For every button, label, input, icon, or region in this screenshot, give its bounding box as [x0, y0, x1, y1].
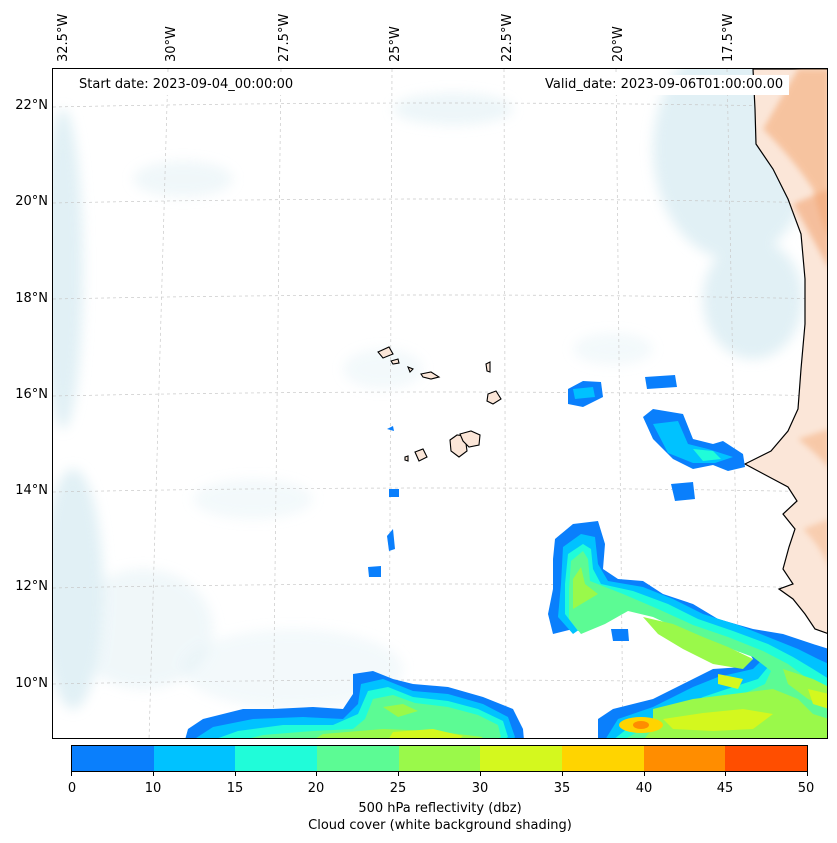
colorbar-tickmark — [562, 772, 563, 776]
map-canvas — [53, 69, 827, 738]
lon-label-30w: 30°W — [164, 26, 179, 62]
colorbar-segment-15-20 — [235, 746, 318, 771]
map-panel — [52, 68, 828, 739]
colorbar-tickmark — [398, 772, 399, 776]
colorbar-tick-45: 45 — [716, 781, 734, 796]
reflectivity-40-45 — [633, 721, 649, 729]
lon-label-17-5w: 17.5°W — [721, 13, 736, 62]
colorbar-segment-45-50 — [725, 746, 808, 771]
colorbar-tick-50: 50 — [797, 781, 815, 796]
lat-label-22n: 22°N — [15, 98, 48, 113]
colorbar-tickmark — [807, 772, 808, 776]
colorbar-segment-20-25 — [317, 746, 399, 771]
colorbar-tick-15: 15 — [226, 781, 244, 796]
colorbar-segment-10-15 — [153, 746, 236, 771]
colorbar-tick-0: 0 — [67, 781, 77, 796]
lat-label-18n: 18°N — [15, 291, 48, 306]
colorbar-tickmark — [725, 772, 726, 776]
lat-label-16n: 16°N — [15, 387, 48, 402]
lat-label-20n: 20°N — [15, 194, 48, 209]
africa-landmass — [743, 69, 827, 634]
lon-label-32-5w: 32.5°W — [56, 13, 71, 62]
colorbar-segment-0-10 — [72, 746, 154, 771]
lon-label-25w: 25°W — [388, 26, 403, 62]
reflectivity-30-35 — [389, 674, 827, 738]
colorbar-tick-35: 35 — [553, 781, 571, 796]
colorbar-tickmark — [71, 772, 72, 776]
lat-label-10n: 10°N — [15, 676, 48, 691]
colorbar-tick-10: 10 — [144, 781, 162, 796]
cloud-cover-shading — [53, 69, 813, 709]
colorbar-segment-40-45 — [643, 746, 726, 771]
colorbar-tick-20: 20 — [307, 781, 325, 796]
colorbar-segment-25-30 — [398, 746, 481, 771]
lat-label-12n: 12°N — [15, 579, 48, 594]
colorbar-tickmark — [480, 772, 481, 776]
colorbar-tick-30: 30 — [471, 781, 489, 796]
lon-label-27-5w: 27.5°W — [277, 13, 292, 62]
colorbar-tickmark — [644, 772, 645, 776]
lon-label-20w: 20°W — [611, 26, 626, 62]
cape-verde-islands — [377, 346, 502, 462]
graticule — [53, 69, 827, 738]
lon-label-22-5w: 22.5°W — [500, 13, 515, 62]
start-date-label: Start date: 2023-09-04_00:00:00 — [73, 75, 300, 95]
colorbar — [71, 745, 808, 772]
colorbar-tickmark — [316, 772, 317, 776]
colorbar-sublabel: Cloud cover (white background shading) — [308, 818, 572, 833]
colorbar-segment-35-40 — [562, 746, 644, 771]
valid-date-label: Valid_date: 2023-09-06T01:00:00.00 — [539, 75, 790, 95]
colorbar-tickmark — [153, 772, 154, 776]
colorbar-tickmark — [235, 772, 236, 776]
lat-label-14n: 14°N — [15, 483, 48, 498]
colorbar-segment-30-35 — [480, 746, 563, 771]
colorbar-tick-40: 40 — [635, 781, 653, 796]
colorbar-label: 500 hPa reflectivity (dbz) — [358, 801, 522, 816]
colorbar-tick-25: 25 — [389, 781, 407, 796]
